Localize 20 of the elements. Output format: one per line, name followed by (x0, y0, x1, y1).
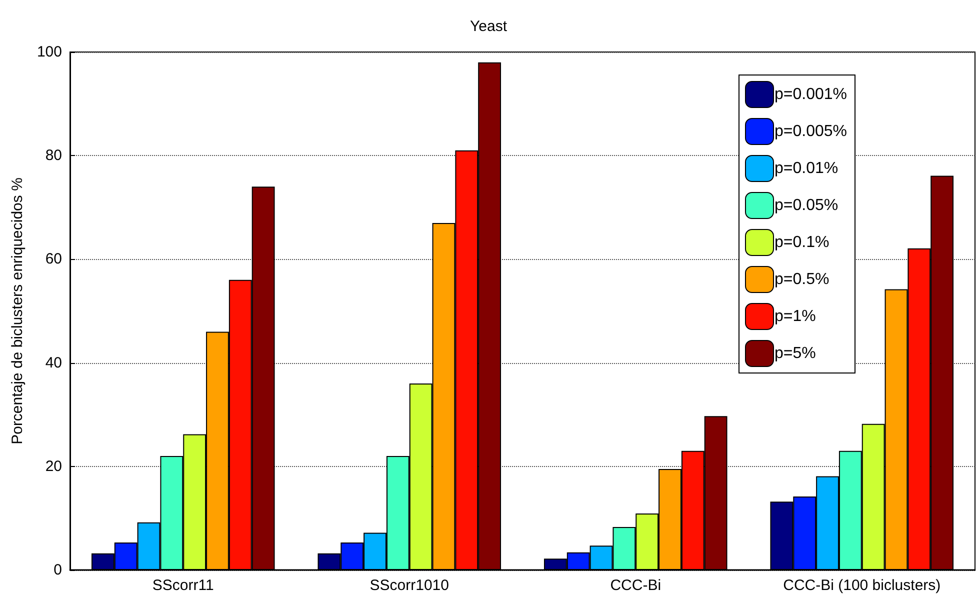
legend-label: p=0.005% (774, 123, 848, 140)
chart-title: Yeast (470, 18, 508, 35)
x-tick-label: CCC-Bi (100 biclusters) (783, 577, 941, 594)
legend-label: p=0.5% (774, 271, 830, 288)
x-tick-label: CCC-Bi (610, 577, 662, 594)
legend-label: p=0.01% (774, 160, 838, 177)
y-tick-label: 40 (45, 354, 62, 372)
y-tick-label: 80 (45, 147, 62, 164)
legend-label: p=0.05% (774, 197, 838, 214)
y-tick-label: 20 (45, 458, 62, 475)
x-tick-label: SScorr11 (152, 577, 214, 594)
y-tick-label: 100 (36, 44, 62, 60)
y-tick-label: 0 (54, 562, 62, 578)
legend-label: p=5% (774, 345, 816, 362)
legend-label: p=1% (774, 308, 816, 325)
legend-label: p=0.1% (774, 234, 830, 251)
y-tick-label: 60 (45, 250, 62, 268)
legend-label: p=0.001% (774, 86, 848, 103)
x-tick-label: SScorr1010 (370, 577, 449, 594)
y-axis-title: Porcentaje de biclusters enriquecidos % (9, 178, 26, 444)
